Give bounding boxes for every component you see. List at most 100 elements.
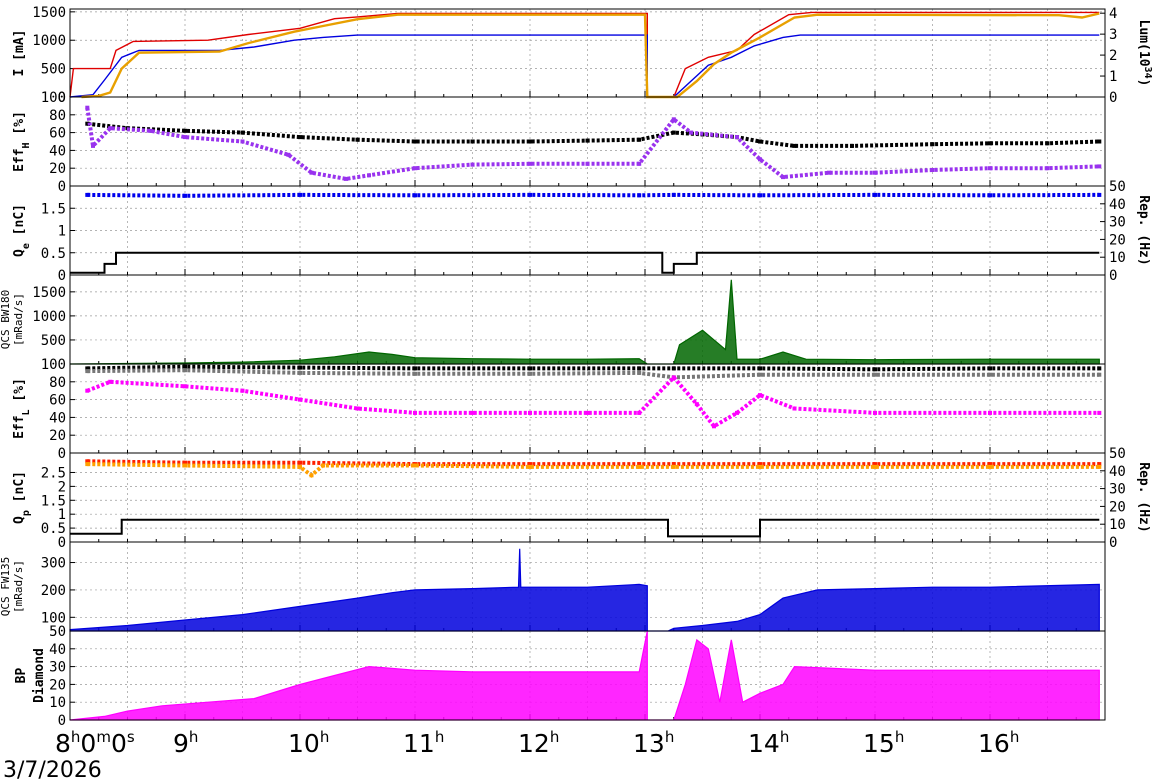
data-point bbox=[694, 402, 699, 407]
data-point bbox=[528, 366, 532, 371]
series-group bbox=[69, 548, 1100, 632]
y-axis-label: EffL [%] bbox=[12, 378, 32, 439]
data-point bbox=[930, 168, 935, 172]
data-point bbox=[355, 137, 360, 142]
data-point bbox=[873, 170, 877, 175]
data-point bbox=[1097, 139, 1102, 144]
y-axis-label: Qp [nC] bbox=[12, 471, 32, 524]
series-area bbox=[69, 548, 1100, 632]
data-point bbox=[850, 143, 854, 148]
data-point bbox=[470, 162, 475, 167]
data-point bbox=[85, 459, 90, 464]
y-tick-label: 20 bbox=[49, 161, 66, 177]
panel-frame bbox=[69, 630, 1106, 721]
data-point bbox=[85, 388, 90, 393]
data-point bbox=[873, 462, 877, 467]
data-point bbox=[183, 128, 187, 133]
data-point bbox=[585, 410, 590, 415]
data-point bbox=[988, 193, 992, 198]
y-tick-label: 0.5 bbox=[41, 521, 66, 537]
y-tick-label: 500 bbox=[41, 62, 66, 78]
data-point bbox=[413, 463, 417, 468]
data-point bbox=[930, 142, 935, 147]
data-point bbox=[148, 128, 153, 133]
y-right-tick-label: 30 bbox=[1109, 482, 1126, 498]
time-tick-label: 9h bbox=[173, 728, 198, 758]
data-point bbox=[108, 126, 113, 131]
y-tick-label: 2.5 bbox=[41, 465, 66, 481]
data-point bbox=[528, 371, 532, 376]
data-point bbox=[988, 462, 992, 467]
series-area bbox=[69, 279, 1100, 365]
data-point bbox=[988, 372, 992, 377]
data-point bbox=[873, 372, 877, 377]
y-right-tick-label: 50 bbox=[1109, 446, 1126, 462]
data-point bbox=[183, 460, 187, 465]
data-point bbox=[85, 369, 90, 374]
panel-1: 0 500 1000 1500 0 1 2 3 4 Lum(1034) I [mA] bbox=[12, 5, 1154, 106]
panel-frame bbox=[69, 8, 1106, 98]
y-right-tick-label: 0 bbox=[1109, 535, 1117, 551]
panel-4: 500 1000 1500 QCS BW180 [mRad/s] bbox=[0, 274, 1106, 365]
data-point bbox=[671, 192, 676, 197]
y-tick-label: 200 bbox=[41, 583, 66, 599]
series-step-line bbox=[70, 518, 1100, 538]
y-tick-label: 40 bbox=[49, 642, 66, 658]
data-point bbox=[758, 157, 762, 162]
data-point bbox=[637, 161, 642, 166]
data-point bbox=[240, 388, 245, 393]
series-scatter-band bbox=[87, 121, 1100, 148]
data-point bbox=[528, 139, 532, 144]
y-tick-label: 0 bbox=[58, 713, 66, 729]
series-scatter-band bbox=[87, 368, 1100, 380]
data-point bbox=[85, 366, 90, 371]
y-axis-label-2: Diamond bbox=[32, 648, 47, 703]
time-tick-label: 12h bbox=[518, 728, 559, 758]
data-point bbox=[792, 143, 797, 148]
data-point bbox=[585, 161, 590, 166]
series-line bbox=[81, 12, 1100, 99]
time-tick-label: 13h bbox=[633, 728, 674, 758]
series-scatter-band bbox=[85, 107, 1100, 181]
data-point bbox=[1097, 410, 1102, 415]
data-point bbox=[344, 176, 348, 181]
y-right-tick-label: 50 bbox=[1109, 179, 1126, 195]
y-right-tick-label: 20 bbox=[1109, 232, 1126, 248]
series-line bbox=[69, 11, 1100, 98]
y-right-axis-label: Lum(1034) bbox=[1136, 20, 1154, 87]
series-group bbox=[85, 105, 1102, 181]
y-tick-label: 100 bbox=[41, 357, 66, 373]
data-point bbox=[528, 161, 532, 166]
data-point bbox=[298, 464, 302, 469]
time-tick-label: 14h bbox=[748, 728, 789, 758]
y-right-tick-label: 0 bbox=[1109, 268, 1117, 284]
data-point bbox=[298, 460, 302, 465]
data-point bbox=[321, 463, 325, 468]
data-point bbox=[637, 137, 642, 142]
y-right-tick-label: 10 bbox=[1109, 517, 1126, 533]
y-tick-label: 100 bbox=[41, 90, 66, 106]
series-scatter-band bbox=[87, 364, 1100, 372]
data-point bbox=[873, 192, 877, 197]
y-tick-label: 0 bbox=[58, 268, 66, 284]
data-point bbox=[873, 367, 877, 372]
data-point bbox=[470, 410, 475, 415]
y-axis-label: I [mA] bbox=[12, 30, 27, 77]
data-point bbox=[873, 464, 877, 469]
data-point bbox=[637, 464, 642, 469]
y-tick-label: 0.5 bbox=[41, 246, 66, 262]
series-group bbox=[85, 364, 1102, 429]
data-point bbox=[758, 372, 762, 377]
data-point bbox=[735, 135, 739, 140]
data-point bbox=[1097, 372, 1102, 377]
y-right-tick-label: 40 bbox=[1109, 197, 1126, 213]
y-right-tick-label: 3 bbox=[1109, 27, 1117, 43]
y-tick-label: 1000 bbox=[32, 33, 66, 49]
first-time-tick-label: 8h0m0s bbox=[55, 728, 135, 758]
data-point bbox=[758, 193, 762, 198]
data-point bbox=[671, 375, 676, 380]
